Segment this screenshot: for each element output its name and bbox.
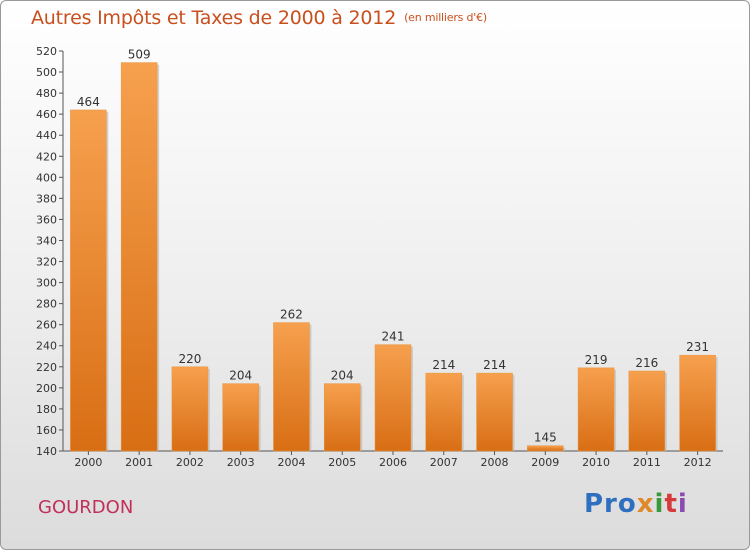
x-tick-label: 2000	[74, 456, 102, 469]
x-tick-label: 2011	[633, 456, 661, 469]
y-tick-label: 340	[36, 234, 57, 247]
bar-2006	[374, 344, 412, 452]
bar-value-label: 204	[229, 369, 252, 383]
bar-2007	[425, 372, 463, 452]
y-tick-label: 300	[36, 277, 57, 290]
bar-2008	[476, 372, 513, 452]
chart-title-text: Autres Impôts et Taxes de 2000 à 2012	[31, 7, 397, 29]
bar-value-label: 219	[585, 353, 608, 367]
x-tick-label: 2010	[582, 456, 610, 469]
bar-value-label: 262	[280, 308, 303, 322]
x-tick-label: 2004	[277, 456, 305, 469]
y-tick-label: 280	[36, 298, 57, 311]
x-tick-label: 2009	[531, 456, 559, 469]
y-tick-label: 160	[36, 424, 57, 437]
bar-2012	[679, 354, 716, 452]
bars: 464 509 220 204 262 204 241 214 214 145 219 216 231	[70, 48, 718, 452]
x-tick-label: 2001	[125, 456, 153, 469]
x-tick-label: 2006	[379, 456, 407, 469]
x-tick-label: 2003	[227, 456, 255, 469]
logo-part-4: t	[664, 489, 678, 519]
y-tick-label: 320	[36, 256, 57, 269]
x-tick-label: 2012	[684, 456, 712, 469]
bar-value-label: 214	[432, 358, 455, 372]
bar-2002	[171, 366, 209, 452]
bar-2001	[120, 62, 158, 452]
bar-2000	[70, 109, 107, 452]
bar-2004	[273, 322, 310, 452]
y-tick-label: 380	[36, 192, 57, 205]
logo-part-5: i	[677, 489, 688, 519]
chart-subtitle: (en milliers d'€)	[404, 11, 487, 24]
bar-2003	[222, 383, 259, 452]
commune-name: GOURDON	[38, 497, 134, 518]
logo-part-2: x	[636, 489, 655, 519]
chart-title: Autres Impôts et Taxes de 2000 à 2012 (en…	[31, 7, 487, 29]
y-tick-label: 480	[36, 87, 57, 100]
y-tick-label: 440	[36, 129, 57, 142]
bar-value-label: 204	[331, 369, 354, 383]
bar-value-label: 216	[635, 356, 658, 370]
y-tick-label: 240	[36, 340, 57, 353]
bar-value-label: 241	[382, 330, 405, 344]
y-tick-label: 400	[36, 171, 57, 184]
y-tick-label: 260	[36, 319, 57, 332]
y-tick-label: 520	[36, 45, 57, 58]
y-tick-label: 200	[36, 382, 57, 395]
bar-value-label: 509	[128, 48, 151, 62]
y-tick-label: 140	[36, 445, 57, 458]
bar-value-label: 214	[483, 358, 506, 372]
y-tick-label: 220	[36, 361, 57, 374]
x-tick-label: 2007	[430, 456, 458, 469]
y-tick-label: 420	[36, 150, 57, 163]
bar-2009	[527, 445, 564, 452]
bar-value-label: 145	[534, 431, 557, 445]
y-tick-label: 500	[36, 66, 57, 79]
bar-value-label: 220	[178, 352, 201, 366]
y-tick-label: 180	[36, 403, 57, 416]
x-tick-label: 2008	[481, 456, 509, 469]
bar-2011	[628, 370, 666, 452]
logo-part-1: Pro	[584, 489, 637, 519]
bar-value-label: 231	[686, 340, 709, 354]
x-tick-label: 2005	[328, 456, 356, 469]
bar-2010	[577, 367, 615, 452]
logo-part-3: i	[654, 489, 665, 519]
bar-2005	[323, 383, 361, 452]
y-tick-label: 460	[36, 108, 57, 121]
bar-value-label: 464	[77, 95, 100, 109]
y-tick-label: 360	[36, 213, 57, 226]
proxiti-logo: Proxiti	[584, 489, 688, 519]
x-tick-label: 2002	[176, 456, 204, 469]
